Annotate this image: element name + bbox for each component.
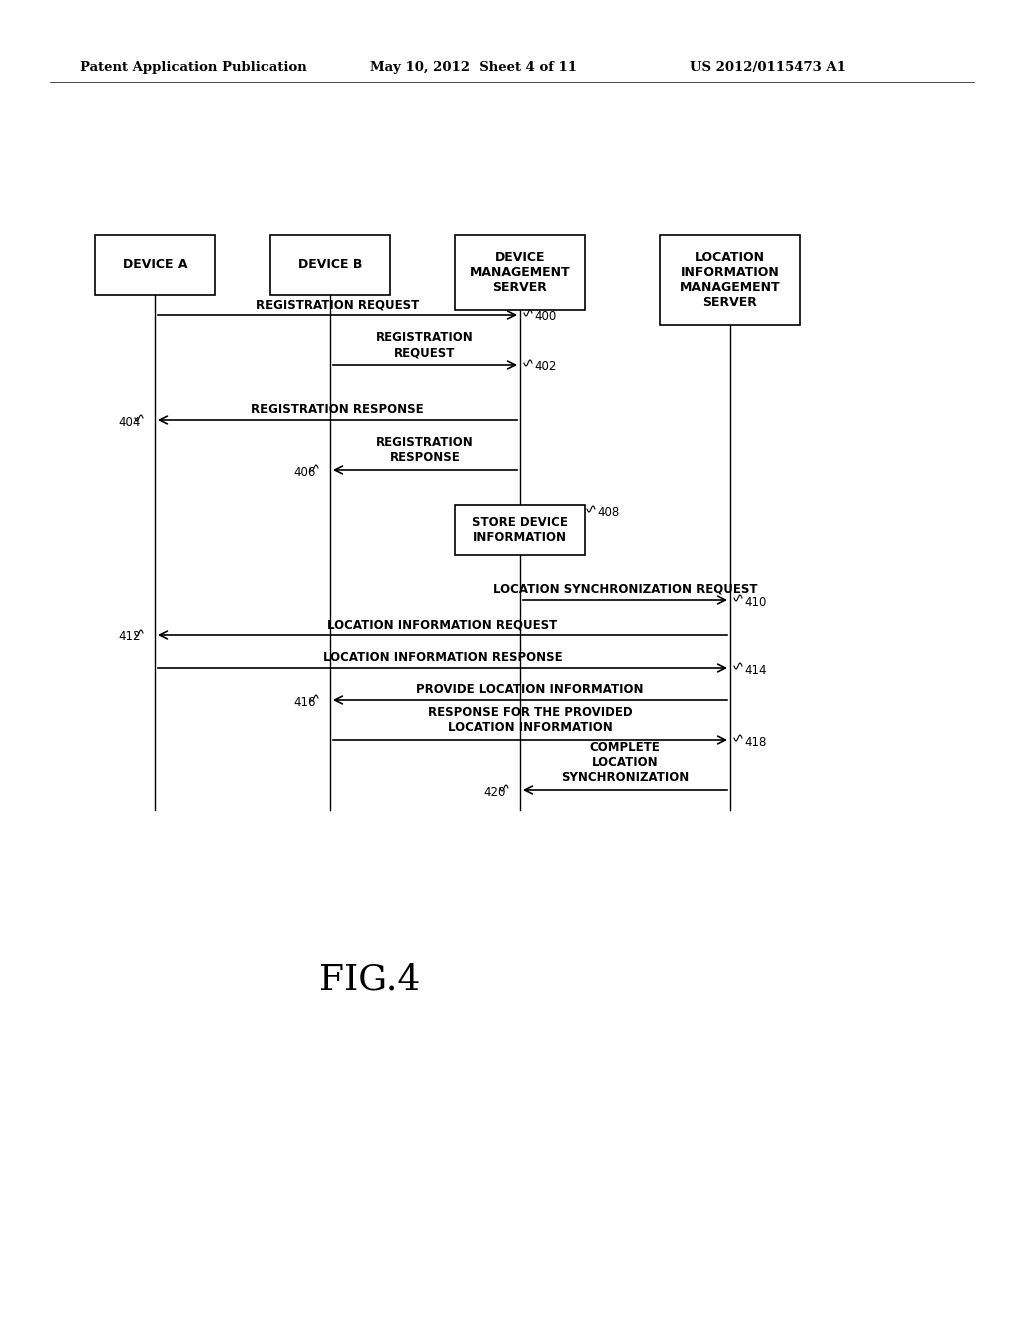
Text: 416: 416 — [294, 696, 316, 709]
Text: 420: 420 — [483, 785, 506, 799]
Text: PROVIDE LOCATION INFORMATION: PROVIDE LOCATION INFORMATION — [416, 682, 644, 696]
Text: 402: 402 — [534, 360, 556, 374]
Text: LOCATION
INFORMATION
MANAGEMENT
SERVER: LOCATION INFORMATION MANAGEMENT SERVER — [680, 251, 780, 309]
Text: May 10, 2012  Sheet 4 of 11: May 10, 2012 Sheet 4 of 11 — [370, 62, 577, 74]
Text: COMPLETE
LOCATION
SYNCHRONIZATION: COMPLETE LOCATION SYNCHRONIZATION — [561, 741, 689, 784]
Bar — [95, 235, 215, 294]
Text: RESPONSE FOR THE PROVIDED
LOCATION INFORMATION: RESPONSE FOR THE PROVIDED LOCATION INFOR… — [428, 706, 632, 734]
Text: 412: 412 — [119, 631, 141, 644]
Bar — [660, 235, 800, 325]
Text: LOCATION SYNCHRONIZATION REQUEST: LOCATION SYNCHRONIZATION REQUEST — [493, 583, 758, 597]
Text: DEVICE A: DEVICE A — [123, 259, 187, 272]
Bar — [455, 235, 585, 310]
Text: DEVICE
MANAGEMENT
SERVER: DEVICE MANAGEMENT SERVER — [470, 251, 570, 294]
Text: FIG.4: FIG.4 — [319, 964, 421, 997]
Bar — [455, 506, 585, 554]
Text: REGISTRATION RESPONSE: REGISTRATION RESPONSE — [251, 403, 424, 416]
Text: 410: 410 — [744, 595, 766, 609]
Text: 406: 406 — [294, 466, 316, 479]
Text: LOCATION INFORMATION RESPONSE: LOCATION INFORMATION RESPONSE — [323, 651, 562, 664]
Text: REGISTRATION REQUEST: REGISTRATION REQUEST — [256, 298, 419, 312]
Text: US 2012/0115473 A1: US 2012/0115473 A1 — [690, 62, 846, 74]
Text: 404: 404 — [119, 416, 141, 429]
Text: DEVICE B: DEVICE B — [298, 259, 362, 272]
Text: STORE DEVICE
INFORMATION: STORE DEVICE INFORMATION — [472, 516, 568, 544]
Text: REGISTRATION
RESPONSE: REGISTRATION RESPONSE — [376, 436, 474, 465]
Text: REGISTRATION
REQUEST: REGISTRATION REQUEST — [376, 331, 474, 359]
Text: 418: 418 — [744, 735, 766, 748]
Text: LOCATION INFORMATION REQUEST: LOCATION INFORMATION REQUEST — [328, 618, 558, 631]
Text: Patent Application Publication: Patent Application Publication — [80, 62, 307, 74]
Bar — [270, 235, 390, 294]
Text: 400: 400 — [534, 310, 556, 323]
Text: 408: 408 — [597, 507, 620, 520]
Text: 414: 414 — [744, 664, 767, 676]
